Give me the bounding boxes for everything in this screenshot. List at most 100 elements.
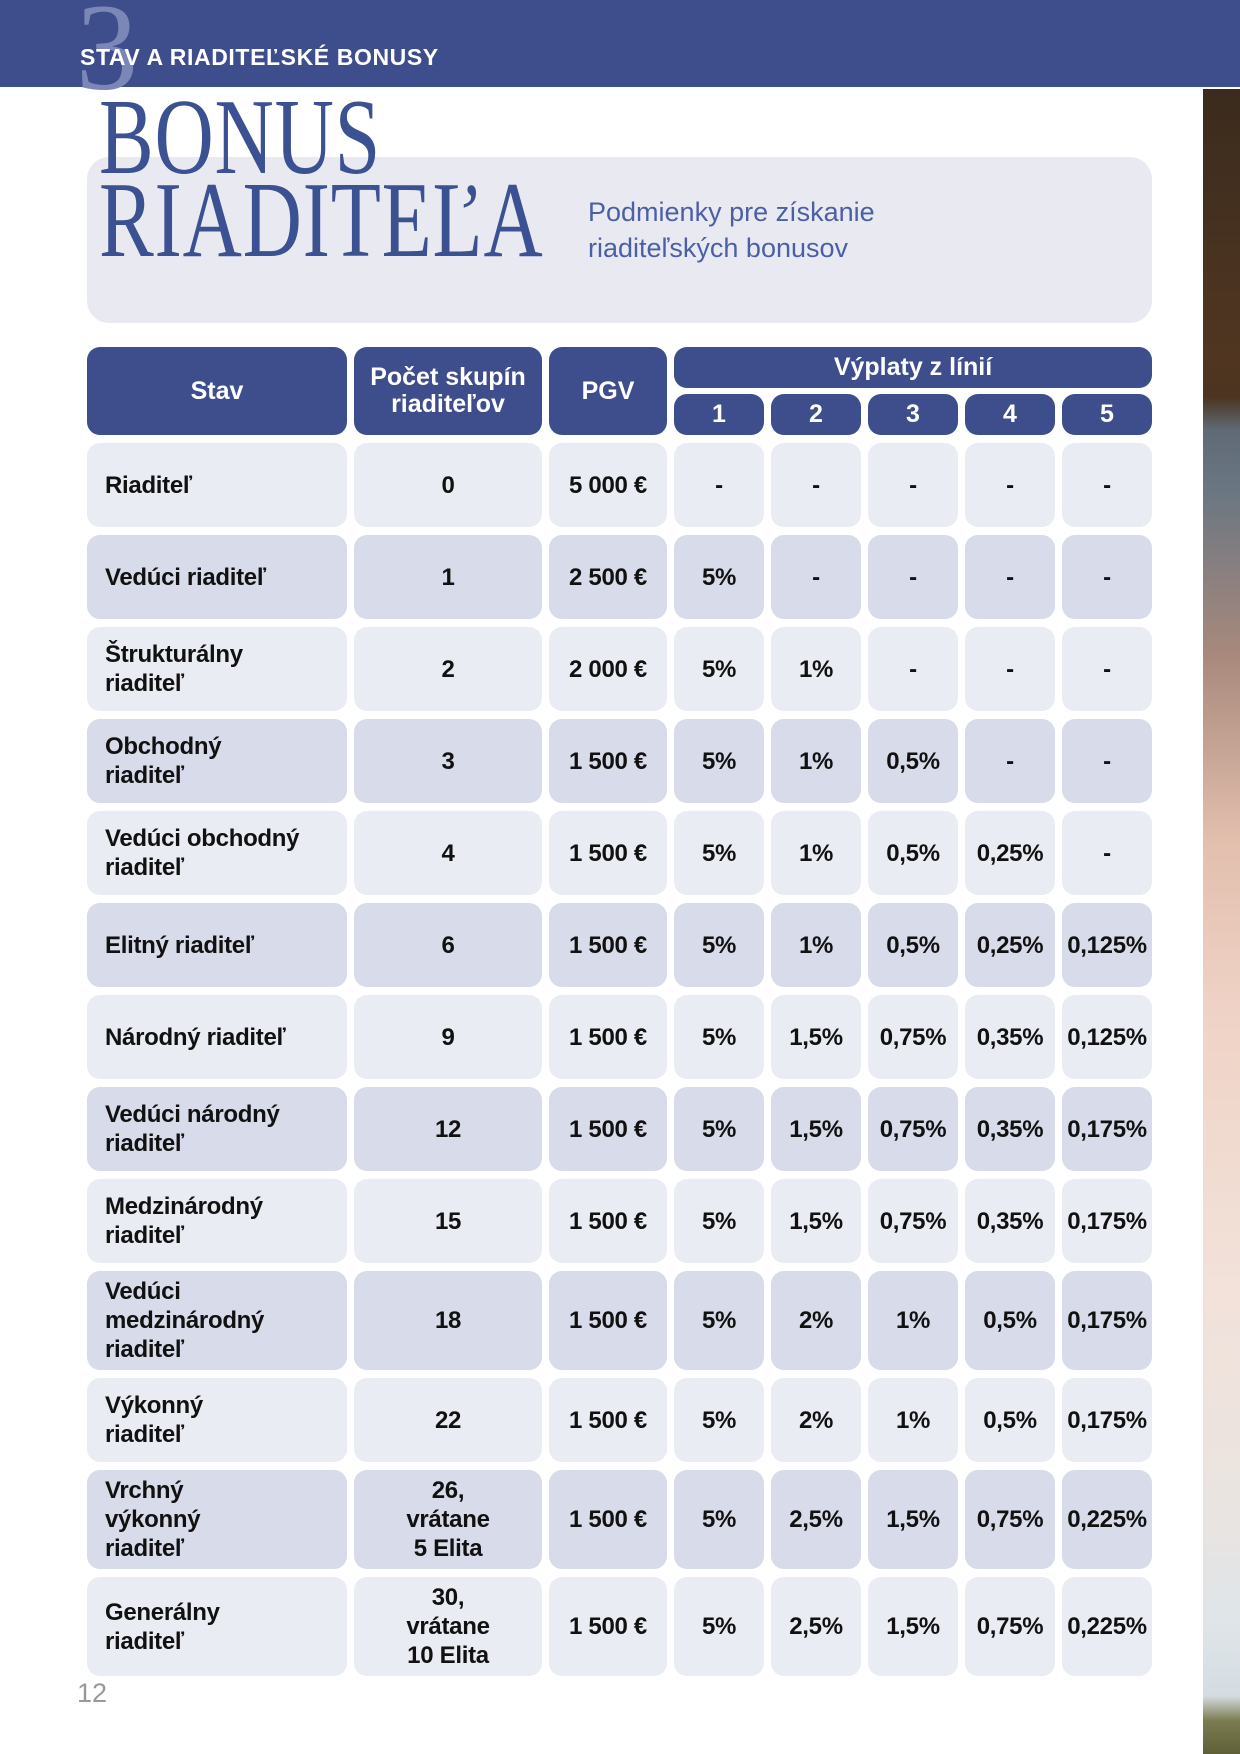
cell-stav: Vedúci obchodný riaditeľ xyxy=(87,811,347,895)
cell-line-2: 1,5% xyxy=(771,1087,861,1171)
cell-line-5: 0,175% xyxy=(1062,1378,1152,1462)
cell-line-5: 0,175% xyxy=(1062,1179,1152,1263)
cell-stav: Obchodný riaditeľ xyxy=(87,719,347,803)
cell-pgv: 1 500 € xyxy=(549,1087,667,1171)
cell-line-4: 0,5% xyxy=(965,1271,1055,1370)
cell-pgv: 1 500 € xyxy=(549,1378,667,1462)
cell-line-2: 2,5% xyxy=(771,1577,861,1676)
header-pgv: PGV xyxy=(549,347,667,435)
header-line-3: 3 xyxy=(868,394,958,435)
cell-line-1: 5% xyxy=(674,995,764,1079)
cell-line-5: 0,175% xyxy=(1062,1271,1152,1370)
cell-pocet-skupin: 6 xyxy=(354,903,542,987)
cell-line-4: - xyxy=(965,443,1055,527)
cell-line-3: 0,5% xyxy=(868,903,958,987)
header-line-4: 4 xyxy=(965,394,1055,435)
cell-line-5: - xyxy=(1062,719,1152,803)
cell-line-4: 0,5% xyxy=(965,1378,1055,1462)
cell-pgv: 1 500 € xyxy=(549,1271,667,1370)
section-number: 3 xyxy=(76,0,138,116)
cell-line-2: 2% xyxy=(771,1271,861,1370)
cell-stav: Medzinárodný riaditeľ xyxy=(87,1179,347,1263)
cell-line-4: - xyxy=(965,535,1055,619)
table-row: Obchodný riaditeľ 3 1 500 € 5% 1% 0,5% -… xyxy=(87,719,1152,803)
cell-line-5: 0,225% xyxy=(1062,1577,1152,1676)
cell-stav: Generálny riaditeľ xyxy=(87,1577,347,1676)
cell-pocet-skupin: 3 xyxy=(354,719,542,803)
cell-line-3: - xyxy=(868,443,958,527)
cell-line-2: 2% xyxy=(771,1378,861,1462)
header-vyplaty-z-linii: Výplaty z línií xyxy=(674,347,1152,388)
table-row: Vedúci národný riaditeľ 12 1 500 € 5% 1,… xyxy=(87,1087,1152,1171)
cell-pgv: 5 000 € xyxy=(549,443,667,527)
cell-line-4: - xyxy=(965,627,1055,711)
cell-pgv: 1 500 € xyxy=(549,1470,667,1569)
cell-line-1: 5% xyxy=(674,1470,764,1569)
cell-line-1: 5% xyxy=(674,1378,764,1462)
cell-pocet-skupin: 9 xyxy=(354,995,542,1079)
cell-pgv: 2 000 € xyxy=(549,627,667,711)
cell-pgv: 1 500 € xyxy=(549,1179,667,1263)
portrait-photo xyxy=(1203,89,1240,1754)
cell-line-3: - xyxy=(868,535,958,619)
director-bonus-table: Stav Počet skupín riaditeľov PGV Výplaty… xyxy=(87,347,1152,1684)
table-row: Štrukturálny riaditeľ 2 2 000 € 5% 1% - … xyxy=(87,627,1152,711)
cell-line-3: - xyxy=(868,627,958,711)
cell-pocet-skupin: 30, vrátane 10 Elita xyxy=(354,1577,542,1676)
table-row: Vrchný výkonný riaditeľ 26, vrátane 5 El… xyxy=(87,1470,1152,1569)
cell-stav: Národný riaditeľ xyxy=(87,995,347,1079)
cell-line-4: 0,35% xyxy=(965,1179,1055,1263)
cell-line-5: - xyxy=(1062,811,1152,895)
page-subtitle: Podmienky pre získanie riaditeľských bon… xyxy=(588,197,875,263)
cell-line-1: 5% xyxy=(674,1179,764,1263)
cell-line-2: - xyxy=(771,443,861,527)
cell-stav: Štrukturálny riaditeľ xyxy=(87,627,347,711)
cell-line-3: 0,75% xyxy=(868,995,958,1079)
cell-stav: Výkonný riaditeľ xyxy=(87,1378,347,1462)
cell-line-2: 1,5% xyxy=(771,995,861,1079)
header-line-2: 2 xyxy=(771,394,861,435)
cell-line-1: 5% xyxy=(674,719,764,803)
table-row: Vedúci obchodný riaditeľ 4 1 500 € 5% 1%… xyxy=(87,811,1152,895)
table-row: Národný riaditeľ 9 1 500 € 5% 1,5% 0,75%… xyxy=(87,995,1152,1079)
section-title: STAV A RIADITEĽSKÉ BONUSY xyxy=(80,44,439,70)
cell-line-3: 1,5% xyxy=(868,1577,958,1676)
cell-line-2: 2,5% xyxy=(771,1470,861,1569)
table-row: Vedúci medzinárodný riaditeľ 18 1 500 € … xyxy=(87,1271,1152,1370)
table-header: Stav Počet skupín riaditeľov PGV Výplaty… xyxy=(87,347,1152,435)
cell-line-4: 0,25% xyxy=(965,811,1055,895)
cell-pgv: 1 500 € xyxy=(549,1577,667,1676)
table-row: Výkonný riaditeľ 22 1 500 € 5% 2% 1% 0,5… xyxy=(87,1378,1152,1462)
cell-line-2: 1,5% xyxy=(771,1179,861,1263)
cell-line-5: 0,125% xyxy=(1062,995,1152,1079)
cell-pocet-skupin: 1 xyxy=(354,535,542,619)
cell-line-2: 1% xyxy=(771,903,861,987)
cell-line-5: 0,225% xyxy=(1062,1470,1152,1569)
cell-line-1: 5% xyxy=(674,1577,764,1676)
cell-line-3: 0,75% xyxy=(868,1179,958,1263)
cell-line-1: 5% xyxy=(674,903,764,987)
cell-line-1: 5% xyxy=(674,1087,764,1171)
cell-pgv: 1 500 € xyxy=(549,903,667,987)
cell-pocet-skupin: 26, vrátane 5 Elita xyxy=(354,1470,542,1569)
cell-line-1: - xyxy=(674,443,764,527)
section-header-bar: 3 STAV A RIADITEĽSKÉ BONUSY xyxy=(0,0,1240,110)
header-line-1: 1 xyxy=(674,394,764,435)
cell-line-5: 0,125% xyxy=(1062,903,1152,987)
cell-line-1: 5% xyxy=(674,811,764,895)
cell-pgv: 1 500 € xyxy=(549,995,667,1079)
cell-pocet-skupin: 18 xyxy=(354,1271,542,1370)
cell-pocet-skupin: 0 xyxy=(354,443,542,527)
cell-line-1: 5% xyxy=(674,535,764,619)
cell-line-2: 1% xyxy=(771,719,861,803)
cell-line-3: 1% xyxy=(868,1378,958,1462)
cell-pocet-skupin: 4 xyxy=(354,811,542,895)
cell-pocet-skupin: 12 xyxy=(354,1087,542,1171)
cell-line-5: - xyxy=(1062,627,1152,711)
table-row: Generálny riaditeľ 30, vrátane 10 Elita … xyxy=(87,1577,1152,1676)
cell-line-5: 0,175% xyxy=(1062,1087,1152,1171)
cell-stav: Vedúci medzinárodný riaditeľ xyxy=(87,1271,347,1370)
cell-line-4: 0,75% xyxy=(965,1470,1055,1569)
cell-pocet-skupin: 15 xyxy=(354,1179,542,1263)
